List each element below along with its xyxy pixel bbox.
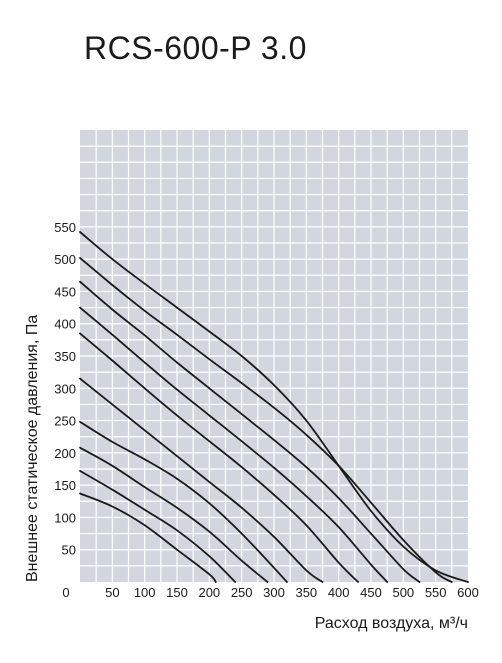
x-tick-label: 250 [231, 585, 253, 600]
y-tick-label: 200 [54, 446, 76, 461]
x-axis-label: Расход воздуха, м³/ч [315, 615, 468, 632]
x-tick-label: 450 [360, 585, 382, 600]
y-tick-label: 100 [54, 510, 76, 525]
x-tick-label: 600 [457, 585, 479, 600]
fan-curve-6 [79, 332, 359, 583]
x-tick-label: 0 [62, 585, 69, 600]
x-tick-label: 50 [105, 585, 119, 600]
y-axis-ticks: 50 100 150 200 250 300 350 400 450 500 550 [54, 220, 76, 558]
y-axis-label: Внешнее статическое давления, Па [24, 315, 41, 582]
grid-lines [80, 130, 468, 582]
x-tick-label: 100 [134, 585, 156, 600]
x-tick-label: 300 [263, 585, 285, 600]
fan-curve-8 [79, 280, 421, 583]
fan-curve-1 [79, 492, 217, 583]
x-tick-label: 500 [392, 585, 414, 600]
y-tick-label: 500 [54, 252, 76, 267]
x-tick-label: 550 [425, 585, 447, 600]
fan-curve-4 [79, 421, 288, 583]
x-tick-label: 200 [198, 585, 220, 600]
y-tick-label: 350 [54, 349, 76, 364]
chart-title: RCS-600-P 3.0 [84, 30, 307, 66]
y-tick-label: 550 [54, 220, 76, 235]
y-tick-label: 250 [54, 414, 76, 429]
x-tick-label: 350 [295, 585, 317, 600]
fan-curve-7 [79, 306, 389, 583]
y-tick-label: 400 [54, 317, 76, 332]
y-tick-label: 50 [62, 543, 76, 558]
fan-curve-5 [79, 377, 324, 583]
fan-curve-10 [79, 231, 469, 583]
fan-curve-3 [79, 446, 269, 583]
fan-curve-9 [79, 257, 453, 583]
x-tick-label: 150 [166, 585, 188, 600]
fan-curve-2 [79, 470, 237, 583]
x-tick-label: 400 [328, 585, 350, 600]
x-axis-ticks: 0 50 100 150 200 250 300 350 400 450 500 550 600 [62, 585, 478, 600]
fan-curves [79, 231, 469, 583]
y-tick-label: 450 [54, 284, 76, 299]
y-tick-label: 300 [54, 381, 76, 396]
y-tick-label: 150 [54, 478, 76, 493]
